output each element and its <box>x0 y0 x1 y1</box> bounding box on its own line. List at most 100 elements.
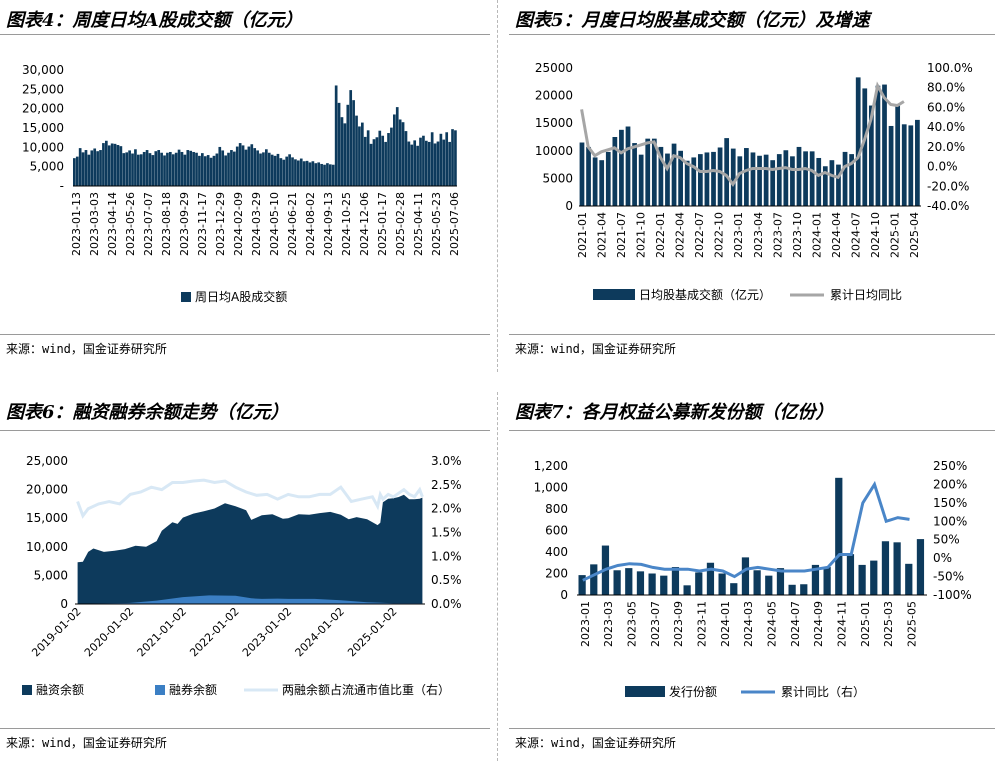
chart7-bar <box>753 570 761 595</box>
chart5-y-tick-label: 25000 <box>535 61 573 75</box>
chart4-bar <box>142 151 146 186</box>
chart4-x-tick-label: 2023-05-26 <box>124 192 137 256</box>
chart6-y2-tick-label: 2.5% <box>431 478 462 492</box>
chart5-bar <box>684 160 690 206</box>
chart4-bar <box>302 161 306 186</box>
chart6-y2-tick-label: 0.5% <box>431 573 462 587</box>
chart4-x-tick-label: 2024-05-10 <box>268 192 281 256</box>
chart7-source: 来源：wind，国金证券研究所 <box>515 736 676 750</box>
chart4-bar <box>189 150 193 186</box>
chart7-bar <box>590 564 598 595</box>
chart4-bar <box>282 159 286 186</box>
chart5-bar <box>790 156 795 206</box>
chart5-x-tick-label: 2025-04 <box>908 212 921 258</box>
chart4-y-tick-label: 30,000 <box>22 63 64 77</box>
chart4-bar <box>442 139 446 186</box>
chart4-bar <box>291 157 294 186</box>
chart6-legend-ratio-label: 两融余额占流通市值比重（右） <box>282 682 450 697</box>
chart7-x-tick-label: 2023-03 <box>602 601 615 647</box>
chart4-bar <box>169 151 172 186</box>
chart4-x-tick-label: 2023-03-03 <box>88 192 101 256</box>
chart7-x-tick-label: 2024-03 <box>742 601 755 647</box>
chart4-bar <box>145 150 149 186</box>
chart5-bar <box>704 152 710 206</box>
chart4-bar <box>276 153 280 186</box>
chart5-x-tick-label: 2024-01 <box>810 212 823 258</box>
chart7-bar <box>660 575 668 595</box>
chart5-bar <box>796 146 802 206</box>
chart4-bar <box>305 160 309 186</box>
chart4-bar <box>241 145 245 186</box>
chart4-bar <box>267 152 271 186</box>
chart7-y2-tick-label: 200% <box>933 477 967 491</box>
chart4-bar <box>334 85 338 186</box>
chart4-bar <box>154 151 158 186</box>
chart4-x-tick-label: 2024-08-02 <box>304 192 317 256</box>
chart5-bar <box>816 157 822 206</box>
chart5-y2-tick-label: 0.0% <box>927 160 958 174</box>
chart4-bar <box>157 150 161 186</box>
chart6-y-tick-label: 5,000 <box>34 568 68 582</box>
chart4-bar <box>215 153 219 186</box>
chart5-bar <box>842 151 848 206</box>
chart4-bar <box>448 141 451 186</box>
chart5-x-tick-label: 2023-01 <box>732 212 745 258</box>
chart4-bar <box>192 151 195 186</box>
chart7-y2-tick-label: 50% <box>933 533 960 547</box>
chart4-bar <box>320 163 323 186</box>
chart4-bar <box>413 140 417 186</box>
chart5-x-tick-label: 2023-07 <box>771 212 784 258</box>
chart4-bar <box>381 135 385 186</box>
chart4-bar <box>73 158 76 186</box>
chart5-bar <box>586 146 591 206</box>
chart7-title: 图表7：各月权益公募新发份额（亿份） <box>515 402 834 423</box>
chart7-bar <box>625 568 633 595</box>
chart5-bar <box>632 143 637 206</box>
chart7-legend-line-label: 累计同比（右） <box>781 684 865 699</box>
chart5-bar <box>875 85 881 206</box>
chart4-bar <box>439 133 443 186</box>
chart5-bar <box>658 146 664 206</box>
chart5-x-tick-label: 2022-04 <box>674 212 687 258</box>
chart5-bar <box>803 151 808 206</box>
chart5-growth-line <box>580 81 905 187</box>
chart6-x-tick-label: 2021-01-02 <box>135 605 189 659</box>
chart4-bar <box>84 150 88 186</box>
source-divider-top-left <box>0 334 490 335</box>
chart4-bar <box>430 132 434 186</box>
chart4-x-tick-label: 2024-06-21 <box>286 192 299 256</box>
chart6-y2-tick-label: 1.5% <box>431 526 462 540</box>
chart4-bar <box>361 122 364 186</box>
chart4-y-tick-label: 20,000 <box>22 102 64 116</box>
chart7-bar <box>858 564 866 595</box>
chart4-bar <box>454 130 457 186</box>
chart4-x-tick-label: 2025-02-28 <box>394 192 407 256</box>
chart7-bar <box>881 541 890 595</box>
chart4-bar <box>297 160 300 186</box>
chart5-bar <box>651 138 657 206</box>
chart7-x-tick-label: 2023-11 <box>696 601 709 647</box>
chart6-legend-financing-label: 融资余额 <box>36 682 84 697</box>
chart7-bar <box>741 557 750 595</box>
chart7-y2-tick-label: 0% <box>933 551 952 565</box>
chart5-legend-bar-swatch <box>593 289 635 300</box>
chart4-bar <box>110 143 114 186</box>
chart5-bar <box>737 156 743 206</box>
chart7-x-tick-label: 2025-03 <box>882 601 895 647</box>
chart5-bar <box>697 154 703 206</box>
chart5-bar <box>750 152 756 206</box>
chart6-y-tick-label: 15,000 <box>26 511 68 525</box>
source-divider-bottom-left <box>0 728 490 729</box>
chart6-y-tick-label: 25,000 <box>26 454 68 468</box>
chart4-bar <box>346 104 350 186</box>
chart5-bar <box>625 126 631 206</box>
chart4-y-tick-label: - <box>60 179 64 193</box>
chart4-bar <box>422 135 425 186</box>
chart4-bar <box>163 155 166 186</box>
chart5-bar <box>717 147 723 206</box>
chart4-bar <box>253 148 257 186</box>
chart7-y-tick-label: 1,200 <box>534 459 568 473</box>
chart4-bar <box>206 155 210 186</box>
chart5-bar <box>855 77 861 206</box>
chart7-bar <box>636 571 645 595</box>
